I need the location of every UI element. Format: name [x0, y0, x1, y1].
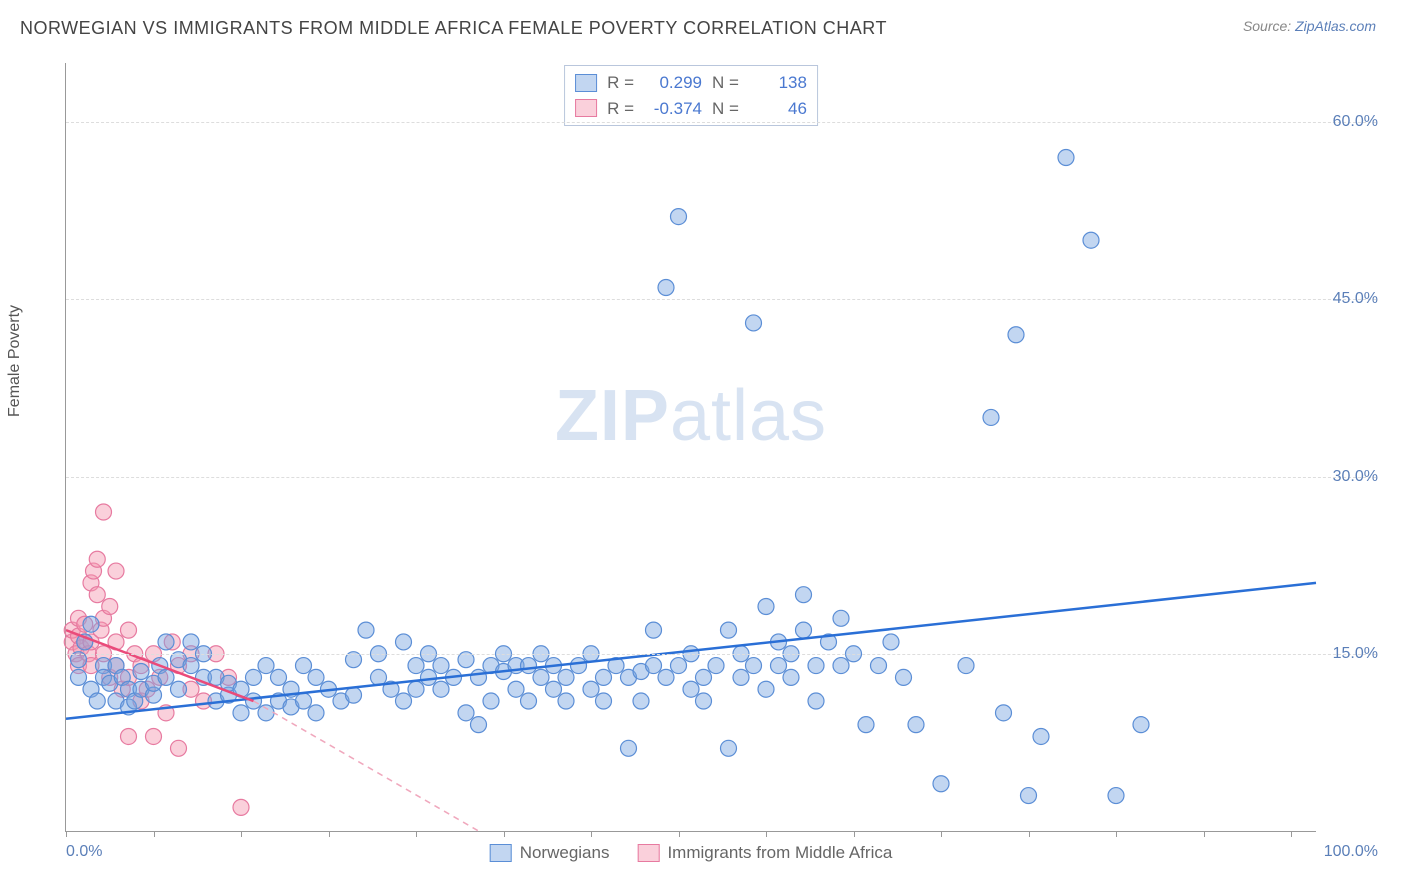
- chart-title: NORWEGIAN VS IMMIGRANTS FROM MIDDLE AFRI…: [20, 18, 887, 39]
- x-tick: [591, 831, 592, 837]
- source-prefix: Source:: [1243, 18, 1295, 34]
- x-tick: [1204, 831, 1205, 837]
- x-tick: [1116, 831, 1117, 837]
- x-min-label: 0.0%: [66, 843, 102, 861]
- source-link[interactable]: ZipAtlas.com: [1295, 18, 1376, 34]
- source-attribution: Source: ZipAtlas.com: [1243, 18, 1376, 34]
- gridline: [66, 654, 1376, 655]
- plot-area: ZIPatlas R = 0.299 N = 138 R = -0.374 N …: [65, 63, 1316, 832]
- bottom-legend: Norwegians Immigrants from Middle Africa: [490, 843, 893, 863]
- x-tick: [854, 831, 855, 837]
- x-max-label: 100.0%: [1324, 843, 1378, 861]
- gridline: [66, 299, 1376, 300]
- x-tick: [241, 831, 242, 837]
- y-tick-label: 45.0%: [1333, 290, 1378, 308]
- y-tick-label: 30.0%: [1333, 468, 1378, 486]
- x-tick: [154, 831, 155, 837]
- x-tick: [941, 831, 942, 837]
- x-tick: [1029, 831, 1030, 837]
- x-tick: [329, 831, 330, 837]
- gridline: [66, 477, 1376, 478]
- chart-container: Female Poverty ZIPatlas R = 0.299 N = 13…: [20, 55, 1386, 872]
- x-tick: [679, 831, 680, 837]
- legend-label-1: Norwegians: [520, 843, 610, 863]
- y-tick-label: 60.0%: [1333, 113, 1378, 131]
- legend-item-1: Norwegians: [490, 843, 610, 863]
- x-tick: [766, 831, 767, 837]
- x-tick: [504, 831, 505, 837]
- legend-item-2: Immigrants from Middle Africa: [637, 843, 892, 863]
- y-tick-label: 15.0%: [1333, 645, 1378, 663]
- legend-swatch-pink-icon: [637, 844, 659, 862]
- x-tick: [66, 831, 67, 837]
- y-axis-label: Female Poverty: [6, 304, 24, 416]
- scatter-svg: [66, 63, 1316, 831]
- gridline: [66, 122, 1376, 123]
- legend-swatch-blue-icon: [490, 844, 512, 862]
- x-tick: [416, 831, 417, 837]
- legend-label-2: Immigrants from Middle Africa: [667, 843, 892, 863]
- x-tick: [1291, 831, 1292, 837]
